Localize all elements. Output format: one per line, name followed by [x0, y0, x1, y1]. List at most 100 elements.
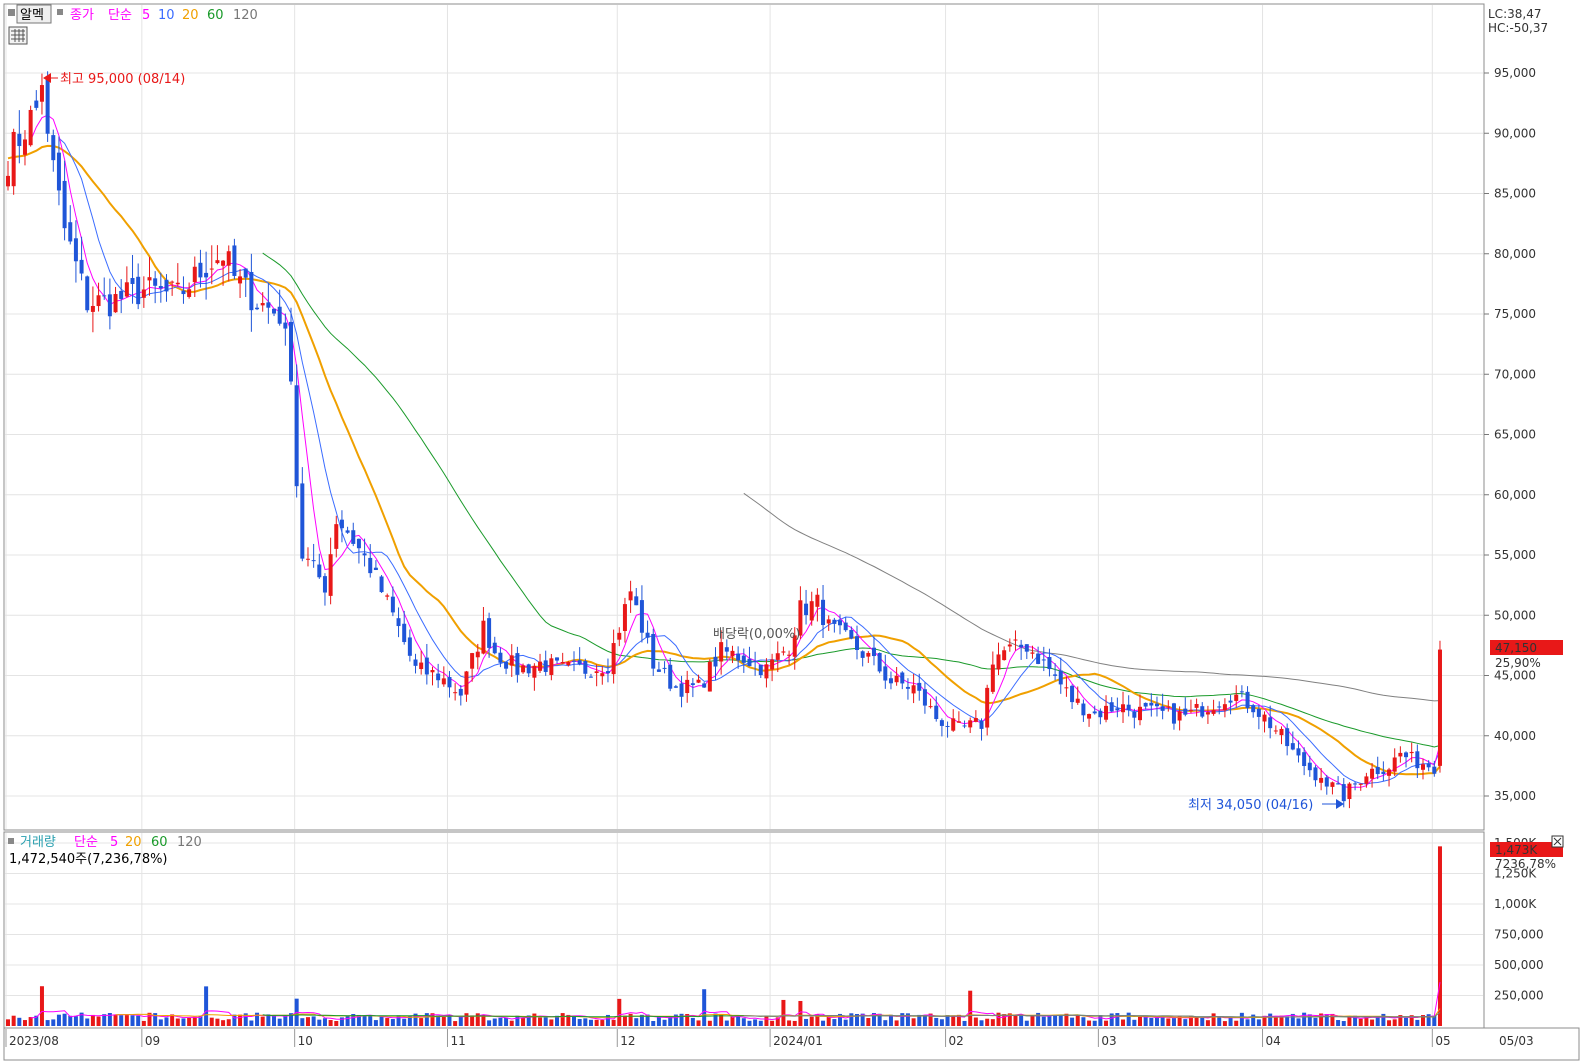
candle: [962, 725, 967, 727]
candle: [226, 251, 231, 266]
candle: [577, 660, 582, 665]
candle: [566, 662, 571, 666]
candle: [1302, 752, 1307, 767]
volume-bar: [1273, 1016, 1278, 1026]
candle: [1392, 757, 1397, 772]
legend-toggle-icon[interactable]: [57, 9, 63, 15]
candle: [702, 683, 707, 688]
candle: [1092, 711, 1097, 714]
volume-bar: [249, 1020, 254, 1026]
volume-bar: [515, 1015, 520, 1026]
candle: [351, 530, 356, 544]
volume-bar: [1126, 1012, 1131, 1026]
candle: [668, 664, 673, 689]
volume-bar: [192, 1016, 197, 1026]
candle: [1364, 776, 1369, 784]
candle: [634, 596, 639, 606]
volume-bar: [1421, 1015, 1425, 1026]
volume-bar: [939, 1019, 944, 1026]
volume-bar: [753, 1019, 758, 1026]
candle: [1437, 649, 1442, 766]
volume-bar: [628, 1013, 633, 1026]
date-tick-label: 2023/08: [9, 1034, 59, 1048]
candle: [605, 671, 610, 674]
legend-toggle-icon[interactable]: [8, 9, 15, 16]
volume-bar: [322, 1018, 327, 1026]
candle: [498, 652, 503, 663]
candle: [470, 653, 475, 669]
volume-bar: [362, 1015, 367, 1026]
legend-toggle-icon[interactable]: [8, 838, 14, 844]
volume-bar: [22, 1020, 27, 1026]
volume-bar: [119, 1015, 124, 1026]
volume-bar: [849, 1013, 854, 1026]
volume-bar: [238, 1014, 243, 1026]
candle: [1375, 766, 1380, 775]
grid: [5, 5, 1483, 829]
price-tick-label: 40,000: [1494, 729, 1536, 743]
volume-bar: [605, 1014, 610, 1026]
close-icon[interactable]: [1551, 835, 1564, 848]
candle: [985, 687, 990, 728]
candle: [487, 618, 492, 648]
candle: [453, 692, 458, 694]
candle: [543, 660, 548, 672]
candle: [317, 564, 322, 578]
volume-bar: [260, 1016, 265, 1026]
volume-bar: [945, 1015, 950, 1026]
candle: [119, 290, 124, 299]
volume-bar: [356, 1014, 361, 1026]
candle: [232, 245, 237, 276]
volume-bar: [1188, 1016, 1193, 1026]
volume-tick-label: 1,000K: [1494, 897, 1537, 911]
volume-bar: [866, 1018, 871, 1026]
candle: [1262, 714, 1267, 722]
candle: [973, 717, 978, 722]
legend-vol-ma60: 60: [151, 835, 168, 850]
candle: [322, 576, 327, 593]
volume-bar: [470, 1015, 475, 1026]
candle: [741, 655, 746, 663]
volume-bar: [730, 1016, 735, 1026]
candle: [758, 664, 763, 676]
candle: [730, 650, 735, 657]
candle: [843, 622, 848, 631]
volume-panel[interactable]: [3, 831, 1485, 1029]
volume-bar: [724, 1020, 729, 1026]
table-icon[interactable]: [8, 26, 28, 45]
candle: [662, 667, 667, 669]
volume-bar: [843, 1019, 848, 1026]
candle: [1041, 659, 1046, 661]
legend-vol-ma120: 120: [177, 835, 202, 850]
candle: [1053, 674, 1058, 676]
date-axis: 2023/08 09 10 11 12 2024/01 02 03 04 05 05/03: [5, 1029, 1534, 1048]
volume-bar: [272, 1015, 277, 1026]
volume-bar: [187, 1017, 192, 1026]
candle: [838, 620, 843, 626]
volume-bar: [1437, 846, 1442, 1026]
candle: [787, 654, 792, 656]
volume-bar: [622, 1015, 627, 1026]
candle: [555, 657, 560, 661]
volume-bar: [475, 1013, 480, 1026]
candles: [6, 71, 1442, 809]
price-panel[interactable]: [3, 3, 1485, 831]
candle: [1290, 743, 1295, 750]
candle: [96, 295, 101, 307]
volume-bar: [1370, 1019, 1375, 1026]
volume-bar: [379, 1016, 384, 1026]
candle: [1149, 702, 1154, 706]
date-tick-label: 05: [1435, 1034, 1450, 1048]
volume-bar: [583, 1018, 588, 1026]
candle: [1007, 644, 1012, 647]
price-tick-label: 75,000: [1494, 307, 1536, 321]
volume-bar: [1007, 1013, 1012, 1026]
volume-bar: [51, 1019, 56, 1026]
candle: [651, 633, 656, 669]
candle: [1273, 730, 1278, 732]
volume-bar: [905, 1013, 910, 1026]
stock-name-box[interactable]: [16, 4, 52, 24]
candle: [600, 673, 605, 677]
candle: [990, 664, 995, 692]
